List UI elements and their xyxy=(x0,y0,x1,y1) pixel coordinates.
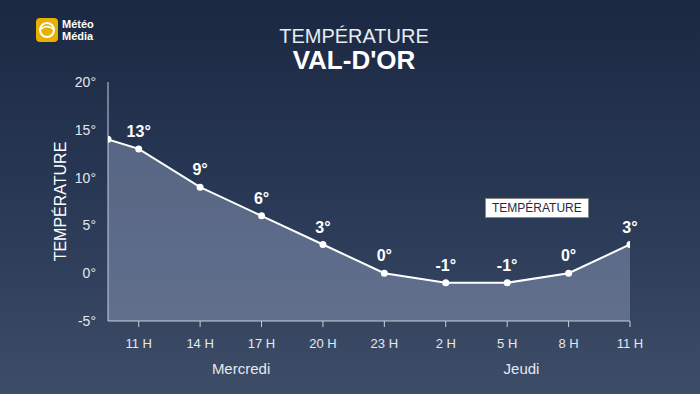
svg-text:3°: 3° xyxy=(315,219,330,236)
html-text:Météo: Météo xyxy=(62,18,94,30)
svg-text:5°: 5° xyxy=(83,217,96,233)
svg-text:20°: 20° xyxy=(75,74,96,90)
svg-text:10°: 10° xyxy=(75,170,96,186)
svg-text:2 H: 2 H xyxy=(436,336,456,351)
svg-text:0°: 0° xyxy=(561,247,576,264)
svg-text:Jeudi: Jeudi xyxy=(504,360,540,377)
svg-text:-1°: -1° xyxy=(435,257,456,274)
svg-text:0°: 0° xyxy=(377,247,392,264)
svg-text:20 H: 20 H xyxy=(309,336,336,351)
svg-text:13°: 13° xyxy=(127,123,151,140)
svg-text:-1°: -1° xyxy=(497,257,518,274)
html-text:VAL-D'OR: VAL-D'OR xyxy=(292,45,416,75)
svg-text:8 H: 8 H xyxy=(558,336,578,351)
svg-text:0°: 0° xyxy=(83,265,96,281)
svg-text:3°: 3° xyxy=(622,219,637,236)
svg-text:6°: 6° xyxy=(254,190,269,207)
svg-text:9°: 9° xyxy=(192,161,207,178)
svg-text:17 H: 17 H xyxy=(248,336,275,351)
html-text:TEMPÉRATURE: TEMPÉRATURE xyxy=(279,25,429,47)
html-text:Média: Média xyxy=(62,30,94,42)
svg-text:TEMPÉRATURE: TEMPÉRATURE xyxy=(51,142,69,262)
svg-text:11 H: 11 H xyxy=(617,336,644,351)
svg-text:23 H: 23 H xyxy=(371,336,398,351)
svg-text:5 H: 5 H xyxy=(497,336,517,351)
svg-text:-5°: -5° xyxy=(78,313,96,329)
svg-text:15°: 15° xyxy=(75,122,96,138)
svg-text:11 H: 11 H xyxy=(125,336,152,351)
svg-text:14 H: 14 H xyxy=(186,336,213,351)
html-text:TEMPÉRATURE: TEMPÉRATURE xyxy=(492,201,582,215)
svg-text:Mercredi: Mercredi xyxy=(212,360,270,377)
